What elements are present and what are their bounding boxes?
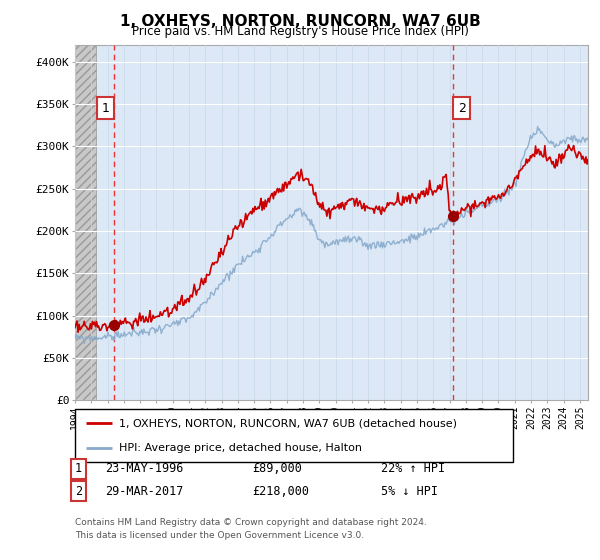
Text: 1: 1 <box>75 462 82 475</box>
Text: 23-MAY-1996: 23-MAY-1996 <box>105 462 184 475</box>
Text: 22% ↑ HPI: 22% ↑ HPI <box>381 462 445 475</box>
Text: This data is licensed under the Open Government Licence v3.0.: This data is licensed under the Open Gov… <box>75 531 364 540</box>
Text: £218,000: £218,000 <box>252 484 309 498</box>
Text: 1, OXHEYS, NORTON, RUNCORN, WA7 6UB: 1, OXHEYS, NORTON, RUNCORN, WA7 6UB <box>119 14 481 29</box>
Text: 1, OXHEYS, NORTON, RUNCORN, WA7 6UB (detached house): 1, OXHEYS, NORTON, RUNCORN, WA7 6UB (det… <box>119 418 457 428</box>
Text: HPI: Average price, detached house, Halton: HPI: Average price, detached house, Halt… <box>119 442 362 452</box>
Text: Price paid vs. HM Land Registry's House Price Index (HPI): Price paid vs. HM Land Registry's House … <box>131 25 469 38</box>
Text: 5% ↓ HPI: 5% ↓ HPI <box>381 484 438 498</box>
Text: £89,000: £89,000 <box>252 462 302 475</box>
Text: 2: 2 <box>458 102 466 115</box>
FancyBboxPatch shape <box>75 409 513 462</box>
Text: 1: 1 <box>101 102 110 115</box>
Bar <box>75 45 96 400</box>
Text: 29-MAR-2017: 29-MAR-2017 <box>105 484 184 498</box>
Text: Contains HM Land Registry data © Crown copyright and database right 2024.: Contains HM Land Registry data © Crown c… <box>75 518 427 527</box>
Text: 2: 2 <box>75 484 82 498</box>
